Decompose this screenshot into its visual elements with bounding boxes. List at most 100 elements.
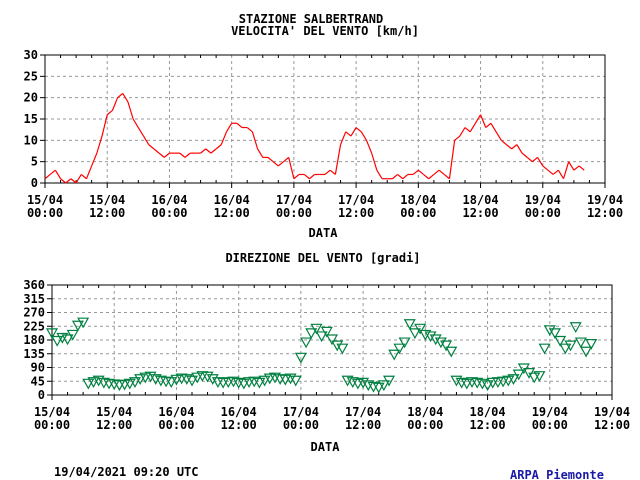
direction-point — [331, 340, 344, 352]
direction-point — [538, 343, 551, 355]
speed-line-segment — [417, 169, 424, 175]
speed-line-segment — [132, 118, 139, 128]
speed-line-segment — [495, 131, 502, 141]
direction-point — [388, 349, 401, 361]
speed-x-tick-date: 16/04 — [151, 193, 187, 207]
direction-y-tick-label: 270 — [23, 306, 45, 320]
speed-line-segment — [392, 174, 398, 180]
direction-point — [507, 374, 520, 385]
direction-point — [294, 352, 307, 364]
direction-x-tick-time: 00:00 — [283, 418, 319, 432]
speed-line-segment — [44, 174, 51, 180]
speed-x-tick-time: 00:00 — [400, 206, 436, 220]
speed-line-segment — [70, 178, 77, 184]
speed-line-segment — [246, 127, 253, 133]
speed-line-segment — [423, 174, 430, 180]
direction-point — [497, 376, 510, 388]
speed-x-tick-date: 17/04 — [338, 193, 374, 207]
direction-point — [398, 337, 411, 349]
direction-x-tick-time: 12:00 — [345, 418, 381, 432]
speed-line-segment — [96, 135, 103, 154]
direction-point — [128, 377, 141, 389]
speed-x-tick-date: 16/04 — [214, 193, 250, 207]
direction-point — [512, 369, 525, 381]
speed-line-segment — [215, 144, 222, 150]
speed-line-segment — [293, 174, 300, 180]
direction-x-tick-time: 00:00 — [34, 418, 70, 432]
direction-point — [92, 375, 105, 387]
direction-point — [134, 374, 147, 385]
speed-x-tick-time: 12:00 — [338, 206, 374, 220]
direction-point — [253, 377, 266, 389]
direction-point — [118, 379, 131, 391]
speed-x-tick-date: 15/04 — [27, 193, 63, 207]
speed-x-tick-date: 17/04 — [276, 193, 312, 207]
speed-line-segment — [54, 169, 62, 180]
direction-point — [305, 328, 318, 340]
direction-point — [82, 378, 95, 390]
speed-line-segment — [148, 144, 155, 150]
direction-point — [429, 334, 442, 346]
direction-point — [440, 340, 453, 352]
speed-line-segment — [454, 135, 461, 141]
speed-line-segment — [49, 169, 56, 175]
direction-point — [408, 328, 421, 340]
speed-x-tick-date: 15/04 — [89, 193, 125, 207]
footer-timestamp: 19/04/2021 09:20 UTC — [54, 465, 199, 479]
speed-line-segment — [557, 169, 565, 180]
speed-line-segment — [184, 152, 191, 158]
speed-line-segment — [158, 152, 165, 158]
speed-line-segment — [402, 174, 409, 180]
speed-x-tick-time: 12:00 — [89, 206, 125, 220]
speed-line-segment — [111, 97, 119, 111]
speed-line-segment — [464, 127, 471, 133]
direction-point — [403, 319, 416, 330]
direction-x-tick-time: 12:00 — [594, 418, 630, 432]
speed-y-tick-label: 0 — [31, 176, 38, 190]
speed-line-segment — [179, 152, 186, 158]
speed-line-segment — [153, 148, 160, 154]
speed-line-segment — [506, 144, 513, 150]
direction-point — [460, 378, 473, 390]
speed-line-segment — [236, 122, 243, 128]
speed-line-segment — [85, 165, 93, 179]
direction-point — [548, 328, 561, 340]
direction-x-tick-date: 18/04 — [469, 405, 505, 419]
speed-line-segment — [60, 178, 67, 184]
speed-line-segment — [573, 165, 580, 171]
speed-line-segment — [267, 156, 274, 163]
speed-x-tick-time: 00:00 — [151, 206, 187, 220]
direction-point — [300, 337, 313, 349]
speed-line-segment — [101, 114, 108, 137]
speed-x-axis-label: DATA — [309, 226, 339, 240]
direction-point — [87, 377, 100, 389]
speed-line-segment — [220, 131, 228, 145]
direction-point — [585, 338, 598, 350]
speed-line-segment — [339, 131, 347, 145]
direction-point — [61, 334, 74, 346]
direction-plot-frame — [51, 284, 613, 396]
direction-point — [66, 329, 79, 341]
speed-line-segment — [474, 114, 482, 124]
direction-x-tick-time: 00:00 — [407, 418, 443, 432]
speed-line-segment — [303, 174, 310, 180]
direction-point — [414, 323, 427, 335]
direction-point — [201, 371, 214, 383]
direction-x-tick-date: 19/04 — [532, 405, 568, 419]
direction-x-tick-date: 16/04 — [158, 405, 194, 419]
direction-point — [139, 372, 152, 384]
speed-line-segment — [277, 161, 284, 167]
direction-point — [71, 320, 84, 332]
speed-line-segment — [365, 140, 373, 154]
speed-line-segment — [433, 169, 440, 175]
speed-line-segment — [272, 161, 279, 167]
speed-line-segment — [521, 152, 528, 158]
direction-x-tick-date: 17/04 — [345, 405, 381, 419]
station-title: STAZIONE SALBERTRAND — [239, 12, 384, 26]
speed-line-segment — [106, 110, 113, 116]
direction-x-axis-label: DATA — [311, 440, 341, 454]
direction-point — [445, 346, 458, 358]
direction-x-tick-time: 00:00 — [158, 418, 194, 432]
speed-x-tick-date: 18/04 — [462, 193, 498, 207]
